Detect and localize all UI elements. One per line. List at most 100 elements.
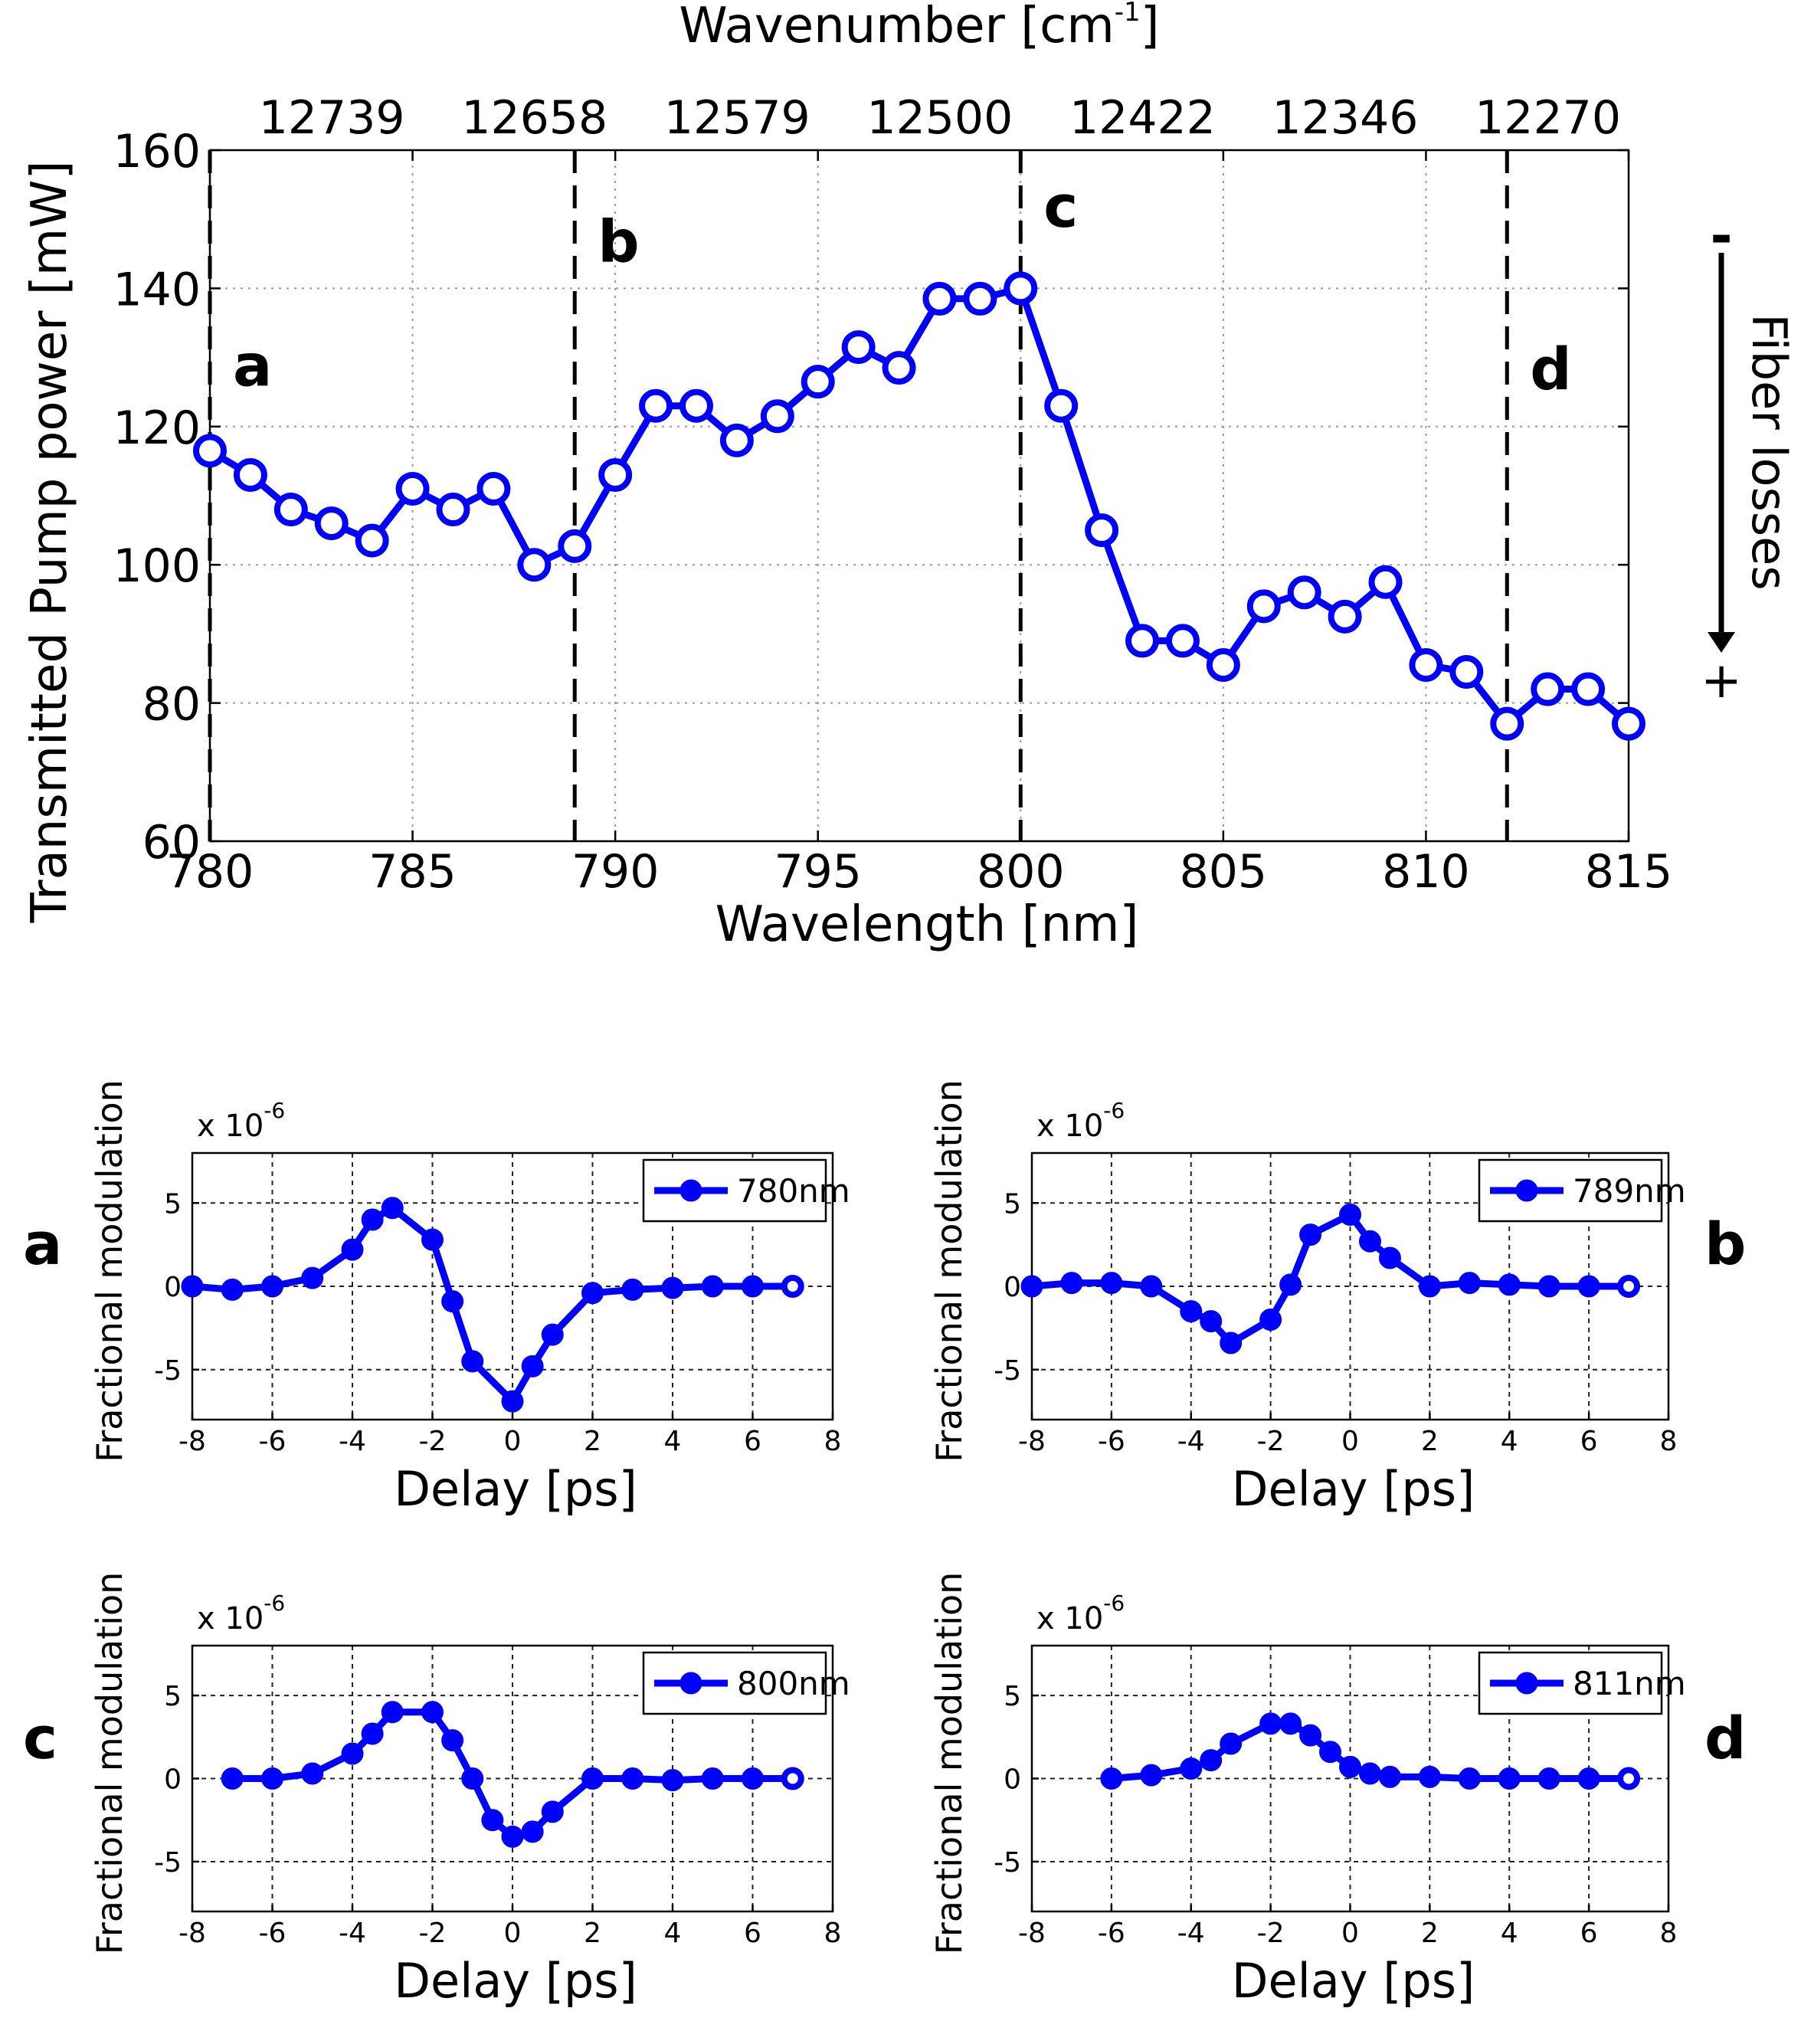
data-point — [963, 281, 997, 316]
data-point — [922, 281, 957, 316]
data-point — [381, 1197, 404, 1220]
data-point — [314, 506, 349, 541]
data-point — [476, 471, 511, 506]
data-point — [1020, 1275, 1043, 1298]
y-tick-label: 60 — [142, 816, 201, 870]
x-tick-label: -2 — [419, 1918, 447, 1949]
x-tick-label: 2 — [1421, 1426, 1439, 1457]
data-point — [661, 1769, 684, 1792]
data-point — [719, 423, 754, 457]
top-tick-label: 12270 — [1475, 91, 1621, 145]
data-point — [742, 1275, 764, 1298]
x-tick-label: 6 — [744, 1426, 761, 1457]
data-point — [517, 548, 552, 582]
data-point — [341, 1238, 364, 1261]
data-point — [1180, 1757, 1203, 1780]
x-tick-label: -2 — [1257, 1918, 1285, 1949]
legend-label: 789nm — [1573, 1172, 1686, 1210]
data-point — [541, 1323, 564, 1346]
data-point — [742, 1767, 764, 1790]
data-point — [1140, 1764, 1163, 1787]
x-axis-title: Delay [ps] — [394, 1461, 637, 1517]
data-point — [1246, 589, 1281, 624]
data-point — [301, 1266, 324, 1289]
data-point — [760, 399, 794, 434]
data-point — [1299, 1223, 1322, 1246]
y-tick-label: 5 — [164, 1681, 182, 1712]
y-tick-label: -5 — [154, 1847, 182, 1879]
data-point — [221, 1767, 244, 1790]
x-tick-label: -4 — [339, 1426, 366, 1457]
y-tick-label: 120 — [113, 401, 201, 455]
data-point — [341, 1742, 364, 1765]
data-point — [841, 330, 876, 365]
data-point — [882, 351, 916, 385]
x-tick-label: -6 — [259, 1918, 287, 1949]
data-point — [781, 1275, 804, 1298]
data-point — [541, 1800, 564, 1823]
x-tick-label: -8 — [178, 1426, 206, 1457]
data-point — [1339, 1755, 1361, 1778]
marker-label-b: b — [598, 207, 639, 275]
data-point — [261, 1767, 283, 1790]
data-point — [1612, 706, 1645, 741]
x-tick-label: 0 — [1341, 1426, 1359, 1457]
y-tick-label: 0 — [1004, 1764, 1021, 1796]
y-tick-label: 5 — [1004, 1188, 1021, 1220]
legend-marker — [1515, 1672, 1538, 1695]
data-point — [461, 1767, 484, 1790]
data-point — [598, 457, 633, 492]
data-point — [1085, 513, 1119, 548]
data-point — [1299, 1724, 1322, 1747]
x-tick-label: -6 — [259, 1426, 287, 1457]
x-tick-label: 795 — [774, 845, 862, 899]
y-tick-label: -5 — [994, 1847, 1021, 1879]
data-point — [621, 1767, 644, 1790]
data-point — [436, 493, 470, 527]
x-axis-title: Delay [ps] — [1232, 1953, 1475, 2009]
x-tick-label: -4 — [1177, 1918, 1205, 1949]
x-axis-title: Delay [ps] — [394, 1953, 637, 2009]
data-point — [581, 1282, 604, 1305]
data-point — [395, 471, 430, 506]
top-tick-label: 12346 — [1272, 91, 1419, 145]
data-point — [1577, 1275, 1600, 1298]
data-point — [1571, 672, 1606, 706]
data-point — [421, 1701, 444, 1724]
y-axis-title: Fractional modulation — [89, 1079, 130, 1463]
data-point — [301, 1762, 324, 1785]
data-point — [1368, 565, 1403, 599]
data-point — [441, 1729, 464, 1752]
marker-label-a: a — [233, 332, 272, 400]
legend: 780nm — [642, 1158, 850, 1223]
legend-label: 811nm — [1573, 1665, 1686, 1702]
data-point — [461, 1350, 484, 1373]
x-tick-label: 2 — [584, 1426, 601, 1457]
y-axis-title: Fractional modulation — [928, 1079, 970, 1463]
x-tick-label: 780 — [166, 845, 254, 899]
data-point — [661, 1276, 684, 1299]
x-tick-label: -4 — [1177, 1426, 1205, 1457]
x-tick-label: -8 — [1018, 1426, 1046, 1457]
data-point — [1004, 271, 1038, 306]
data-point — [1458, 1272, 1481, 1295]
scale-label: x 10-6 — [1036, 1098, 1125, 1144]
x-tick-label: 2 — [584, 1918, 601, 1949]
y-tick-label: -5 — [154, 1355, 182, 1387]
data-point — [1378, 1246, 1401, 1269]
y-tick-label: 160 — [113, 125, 201, 179]
data-point — [481, 1809, 504, 1832]
data-point — [193, 434, 227, 468]
main-plot-frame — [208, 149, 1630, 843]
data-point — [1458, 1767, 1481, 1790]
x-tick-label: 4 — [664, 1426, 682, 1457]
data-point — [233, 457, 267, 492]
data-point — [501, 1825, 524, 1848]
x-tick-label: 6 — [1580, 1918, 1598, 1949]
x-tick-label: 6 — [1580, 1426, 1598, 1457]
legend: 811nm — [1478, 1651, 1686, 1715]
data-point — [1259, 1309, 1282, 1331]
data-point — [1220, 1732, 1243, 1755]
data-point — [1498, 1273, 1521, 1296]
